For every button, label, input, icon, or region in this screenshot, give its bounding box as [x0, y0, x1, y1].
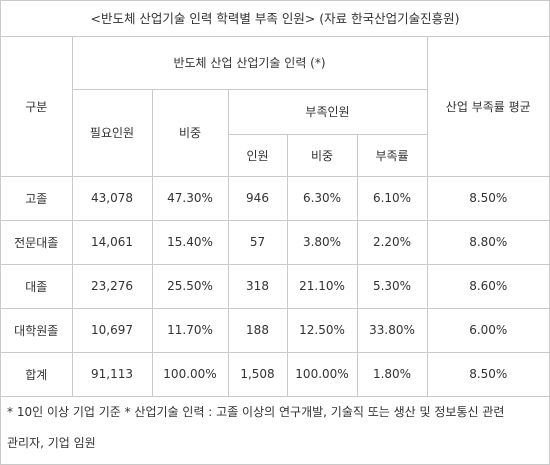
header-category: 구분 — [1, 37, 73, 177]
cell-short-share: 21.10% — [286, 263, 358, 309]
cell-required: 43,078 — [71, 175, 153, 221]
header-required-workers: 필요인원 — [72, 88, 153, 177]
cell-share: 25.50% — [151, 263, 229, 309]
header-shortage-share: 비중 — [286, 133, 358, 177]
cell-category: 대졸 — [1, 263, 73, 309]
cell-industry-avg: 8.60% — [426, 263, 550, 309]
cell-required: 14,061 — [71, 219, 153, 265]
header-industry-avg: 산업 부족률 평균 — [426, 37, 550, 177]
cell-short-rate: 5.30% — [356, 263, 428, 309]
header-group-label: 반도체 산업 산업기술 인력 (*) — [71, 37, 428, 90]
cell-share: 100.00% — [151, 351, 229, 397]
cell-short-count: 188 — [227, 307, 288, 353]
table-row: 전문대졸 14,061 15.40% 57 3.80% 2.20% 8.80% — [1, 219, 550, 265]
header-row-1: 구분 반도체 산업 산업기술 인력 (*) 산업 부족률 평균 — [1, 37, 550, 177]
cell-share: 47.30% — [151, 175, 229, 221]
cell-category: 합계 — [1, 351, 73, 397]
cell-required: 10,697 — [71, 307, 153, 353]
footnote-line-1: * 10인 이상 기업 기준 * 산업기술 인력 : 고졸 이상의 연구개발, … — [7, 404, 505, 419]
cell-short-share: 6.30% — [286, 175, 358, 221]
footnote-line-2: 관리자, 기업 임원 — [7, 435, 96, 450]
table-row-total: 합계 91,113 100.00% 1,508 100.00% 1.80% 8.… — [1, 351, 550, 397]
cell-required: 91,113 — [71, 351, 153, 397]
cell-short-share: 3.80% — [286, 219, 358, 265]
cell-category: 전문대졸 — [1, 219, 73, 265]
cell-short-rate: 6.10% — [356, 175, 428, 221]
header-row-2: 필요인원 비중 부족인원 — [1, 88, 549, 177]
footnote: * 10인 이상 기업 기준 * 산업기술 인력 : 고졸 이상의 연구개발, … — [1, 397, 549, 459]
header-share: 비중 — [151, 88, 229, 177]
cell-short-count: 318 — [227, 263, 288, 309]
header-shortage-group: 부족인원 — [227, 88, 428, 135]
shortage-table: 구분 반도체 산업 산업기술 인력 (*) 산업 부족률 평균 필요인원 비중 … — [1, 37, 550, 397]
table-title: <반도체 산업기술 인력 학력별 부족 인원> (자료 한국산업기술진흥원) — [1, 1, 549, 37]
cell-short-share: 12.50% — [286, 307, 358, 353]
table-row: 대졸 23,276 25.50% 318 21.10% 5.30% 8.60% — [1, 263, 550, 309]
cell-share: 11.70% — [151, 307, 229, 353]
cell-short-count: 1,508 — [227, 351, 288, 397]
header-shortage-rate: 부족률 — [356, 133, 428, 177]
cell-short-rate: 2.20% — [356, 219, 428, 265]
cell-short-share: 100.00% — [286, 351, 358, 397]
cell-short-rate: 1.80% — [356, 351, 428, 397]
table-row: 고졸 43,078 47.30% 946 6.30% 6.10% 8.50% — [1, 175, 550, 221]
header-row-3: 인원 비중 부족률 — [1, 133, 549, 177]
cell-category: 대학원졸 — [1, 307, 73, 353]
cell-category: 고졸 — [1, 175, 73, 221]
cell-short-rate: 33.80% — [356, 307, 428, 353]
cell-share: 15.40% — [151, 219, 229, 265]
header-shortage-workers: 인원 — [228, 133, 288, 177]
table-row: 대학원졸 10,697 11.70% 188 12.50% 33.80% 6.0… — [1, 307, 550, 353]
cell-industry-avg: 8.50% — [426, 351, 550, 397]
cell-short-count: 946 — [227, 175, 288, 221]
cell-industry-avg: 6.00% — [426, 307, 550, 353]
cell-industry-avg: 8.50% — [426, 175, 550, 221]
cell-required: 23,276 — [71, 263, 153, 309]
cell-industry-avg: 8.80% — [426, 219, 550, 265]
cell-short-count: 57 — [227, 219, 288, 265]
